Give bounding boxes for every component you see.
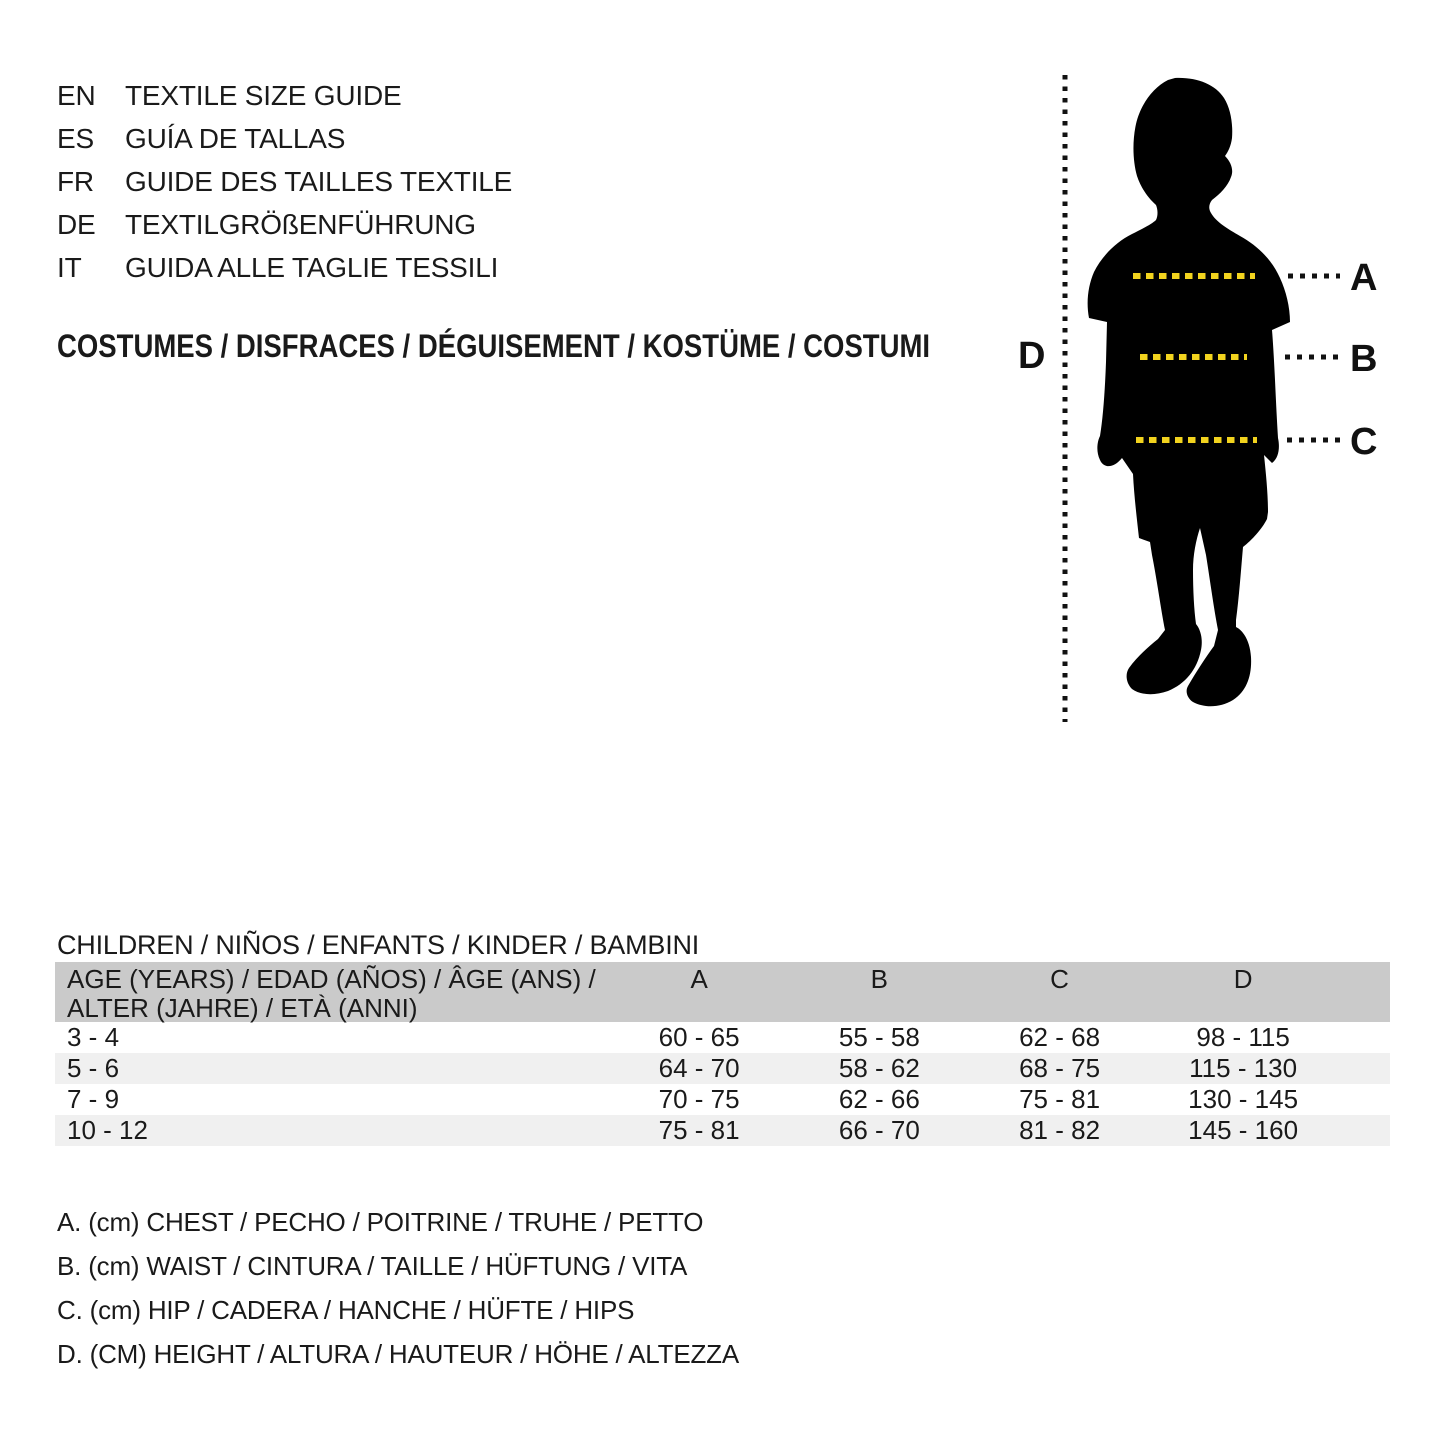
table-row: 7 - 9 70 - 75 62 - 66 75 - 81 130 - 145 <box>55 1084 1390 1115</box>
waist-value: 62 - 66 <box>838 1084 920 1114</box>
category-title: COSTUMES / DISFRACES / DÉGUISEMENT / KOS… <box>57 328 931 364</box>
height-value: 115 - 130 <box>1189 1053 1298 1083</box>
table-row: 10 - 12 75 - 81 66 - 70 81 - 82 145 - 16… <box>55 1115 1390 1146</box>
hip-value: 62 - 68 <box>1019 1022 1101 1052</box>
language-code: EN <box>57 80 96 111</box>
spacer-cell <box>1337 1115 1390 1146</box>
age-cell: 5 - 6 <box>67 1053 120 1083</box>
chest-value: 64 - 70 <box>658 1053 740 1083</box>
height-value: 145 - 160 <box>1188 1115 1299 1145</box>
waist-value: 66 - 70 <box>838 1115 920 1145</box>
label-b: B <box>1350 338 1377 380</box>
child-silhouette-diagram: D A B C <box>1018 75 1377 722</box>
age-cell: 7 - 9 <box>67 1084 120 1114</box>
language-row-fr: FR GUIDE DES TAILLES TEXTILE <box>57 160 512 203</box>
label-d: D <box>1018 335 1045 377</box>
legend-chest: A. (cm) CHEST / PECHO / POITRINE / TRUHE… <box>57 1207 704 1237</box>
label-c: C <box>1350 421 1377 463</box>
spacer-cell <box>1337 1084 1390 1115</box>
size-table: AGE (YEARS) / EDAD (AÑOS) / ÂGE (ANS) / … <box>55 962 1390 1146</box>
legend-height: D. (CM) HEIGHT / ALTURA / HAUTEUR / HÖHE… <box>57 1339 739 1369</box>
language-title-list: EN TEXTILE SIZE GUIDE ES GUÍA DE TALLAS … <box>57 74 512 289</box>
label-a: A <box>1350 257 1377 299</box>
language-row-es: ES GUÍA DE TALLAS <box>57 117 512 160</box>
language-row-de: DE TEXTILGRÖßENFÜHRUNG <box>57 203 512 246</box>
hip-value: 75 - 81 <box>1019 1084 1101 1114</box>
height-value: 130 - 145 <box>1188 1084 1299 1114</box>
spacer-cell <box>1337 1022 1390 1053</box>
language-code: FR <box>57 166 94 197</box>
chest-value: 75 - 81 <box>658 1115 740 1145</box>
waist-value: 58 - 62 <box>838 1053 920 1083</box>
language-title: TEXTILGRÖßENFÜHRUNG <box>125 209 476 240</box>
column-header-d: D <box>1233 964 1253 994</box>
language-code: ES <box>57 123 94 154</box>
language-row-it: IT GUIDA ALLE TAGLIE TESSILI <box>57 246 512 289</box>
child-silhouette <box>1087 77 1290 707</box>
height-value: 98 - 115 <box>1196 1022 1290 1052</box>
language-title: GUÍA DE TALLAS <box>125 123 346 154</box>
age-header-line1: AGE (YEARS) / EDAD (AÑOS) / ÂGE (ANS) / <box>67 964 596 994</box>
language-title: GUIDA ALLE TAGLIE TESSILI <box>125 252 499 283</box>
measurement-figure: D A B C <box>1000 50 1445 750</box>
chest-value: 70 - 75 <box>658 1084 740 1114</box>
legend-hip: C. (cm) HIP / CADERA / HANCHE / HÜFTE / … <box>57 1295 635 1325</box>
section-title-children: CHILDREN / NIÑOS / ENFANTS / KINDER / BA… <box>57 930 700 960</box>
hip-value: 68 - 75 <box>1019 1053 1101 1083</box>
age-header-line2: ALTER (JAHRE) / ETÀ (ANNI) <box>67 993 418 1023</box>
spacer-cell <box>1337 962 1390 1023</box>
column-header-c: C <box>1050 964 1069 994</box>
language-code: IT <box>57 252 82 283</box>
spacer-cell <box>1337 1053 1390 1084</box>
column-header-a: A <box>690 964 708 994</box>
hip-value: 81 - 82 <box>1019 1115 1101 1145</box>
chest-value: 60 - 65 <box>658 1022 740 1052</box>
age-cell: 3 - 4 <box>67 1022 120 1052</box>
column-header-b: B <box>870 964 889 994</box>
table-header-row: AGE (YEARS) / EDAD (AÑOS) / ÂGE (ANS) / … <box>55 962 1390 1023</box>
age-cell: 10 - 12 <box>67 1115 148 1145</box>
language-row-en: EN TEXTILE SIZE GUIDE <box>57 74 512 117</box>
table-row: 3 - 4 60 - 65 55 - 58 62 - 68 98 - 115 <box>55 1022 1390 1053</box>
age-header-cell: AGE (YEARS) / EDAD (AÑOS) / ÂGE (ANS) / … <box>55 962 609 1023</box>
legend-waist: B. (cm) WAIST / CINTURA / TAILLE / HÜFTU… <box>57 1251 688 1281</box>
waist-value: 55 - 58 <box>838 1022 920 1052</box>
measurement-legend: A. (cm) CHEST / PECHO / POITRINE / TRUHE… <box>57 1200 739 1376</box>
language-code: DE <box>57 209 96 240</box>
language-title: TEXTILE SIZE GUIDE <box>125 80 402 111</box>
language-title: GUIDE DES TAILLES TEXTILE <box>125 166 513 197</box>
table-row: 5 - 6 64 - 70 58 - 62 68 - 75 115 - 130 <box>55 1053 1390 1084</box>
